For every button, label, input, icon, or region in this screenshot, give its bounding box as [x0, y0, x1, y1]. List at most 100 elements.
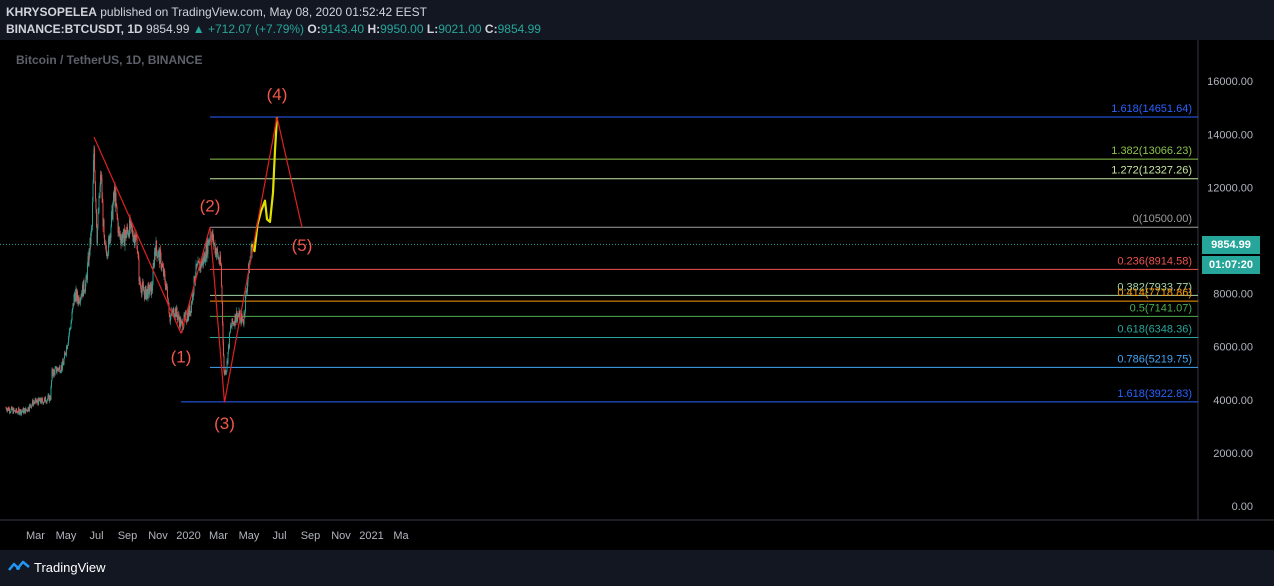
candle-body [136, 237, 138, 250]
candle-body [250, 246, 252, 257]
candle [46, 399, 48, 405]
wave-label: (1) [171, 348, 192, 367]
candle-body [22, 411, 23, 413]
candle [104, 234, 105, 245]
candle [197, 261, 198, 266]
candle-body [157, 256, 159, 258]
candle-body [193, 293, 194, 297]
candle-body [10, 408, 12, 412]
candle [40, 397, 41, 404]
candle-body [56, 371, 58, 373]
candle-body [156, 240, 157, 251]
candle [107, 253, 108, 260]
candle-body [233, 322, 234, 325]
candle [36, 398, 38, 403]
candle-body [208, 241, 210, 245]
candle-body [196, 263, 197, 268]
candle [87, 252, 89, 266]
candle-body [112, 205, 113, 220]
candle-body [87, 256, 89, 265]
price-chart[interactable]: 0.002000.004000.006000.008000.0010000.00… [0, 40, 1274, 550]
last-price: 9854.99 [146, 22, 190, 36]
candle-body [192, 292, 194, 297]
candle [12, 407, 13, 411]
candle-body [241, 313, 242, 324]
candle [233, 321, 234, 327]
candle-body [174, 316, 175, 318]
candle [92, 197, 93, 231]
candle [21, 409, 23, 413]
candle [139, 276, 140, 285]
candle-body [110, 234, 111, 238]
candle [217, 252, 219, 260]
candle-body [27, 407, 29, 412]
candle-body [204, 253, 205, 262]
candle [241, 310, 243, 322]
fib-level-label: 0.414(7718.86) [1117, 287, 1192, 299]
fib-level-label: 0.382(7933.77) [1117, 281, 1192, 293]
candle-body [70, 323, 72, 329]
candle-body [7, 409, 8, 412]
candle [166, 283, 168, 291]
candle-body [101, 179, 103, 199]
candle [127, 228, 129, 238]
candle-body [160, 252, 162, 268]
candle-body [174, 314, 176, 317]
candle-body [46, 400, 48, 403]
candle [88, 253, 89, 267]
candle-body [131, 221, 132, 228]
candle [181, 320, 183, 325]
candle [113, 190, 115, 202]
candle-body [218, 258, 220, 263]
candle-body [97, 227, 98, 243]
candle [205, 259, 206, 266]
candle [131, 223, 133, 234]
candle [208, 239, 209, 245]
candle-body [158, 250, 160, 252]
candle-body [31, 405, 32, 408]
candle-body [132, 235, 134, 242]
candle [229, 332, 230, 350]
candle-body [176, 307, 177, 317]
candle-body [121, 234, 123, 239]
candle [223, 354, 225, 374]
symbol-label[interactable]: BINANCE:BTCUSDT, 1D [6, 22, 143, 36]
candle [157, 255, 159, 258]
candle-body [81, 293, 82, 297]
x-tick-label: Ma [393, 530, 409, 542]
candle-body [229, 331, 231, 334]
candle [158, 249, 159, 261]
candle [82, 281, 83, 297]
candle [246, 287, 248, 295]
candle-body [176, 307, 178, 315]
tradingview-logo-icon[interactable] [8, 559, 30, 575]
candle-body [188, 309, 190, 316]
author-name[interactable]: KHRYSOPELEA [6, 5, 97, 19]
candle [178, 311, 180, 323]
candle-body [65, 354, 67, 356]
candle-body [229, 333, 230, 348]
candle-body [45, 396, 46, 402]
candle-body [76, 289, 77, 301]
candle [116, 203, 117, 209]
candle-body [11, 406, 13, 410]
high-label: H: [367, 22, 381, 36]
candle-body [152, 284, 153, 291]
candle-body [66, 346, 67, 355]
candle-body [121, 238, 122, 244]
candle-body [117, 219, 119, 233]
candle [37, 401, 39, 407]
candle-body [195, 263, 197, 276]
candle-body [106, 254, 108, 256]
tradingview-brand[interactable]: TradingView [34, 560, 106, 575]
candle [83, 277, 85, 294]
candle [242, 315, 243, 322]
candle-body [170, 314, 172, 317]
candle [233, 321, 235, 326]
candle-body [65, 352, 66, 355]
candle [111, 204, 113, 217]
candle [61, 362, 62, 374]
candle [134, 240, 136, 248]
candle-body [37, 402, 39, 406]
candle [235, 314, 236, 326]
